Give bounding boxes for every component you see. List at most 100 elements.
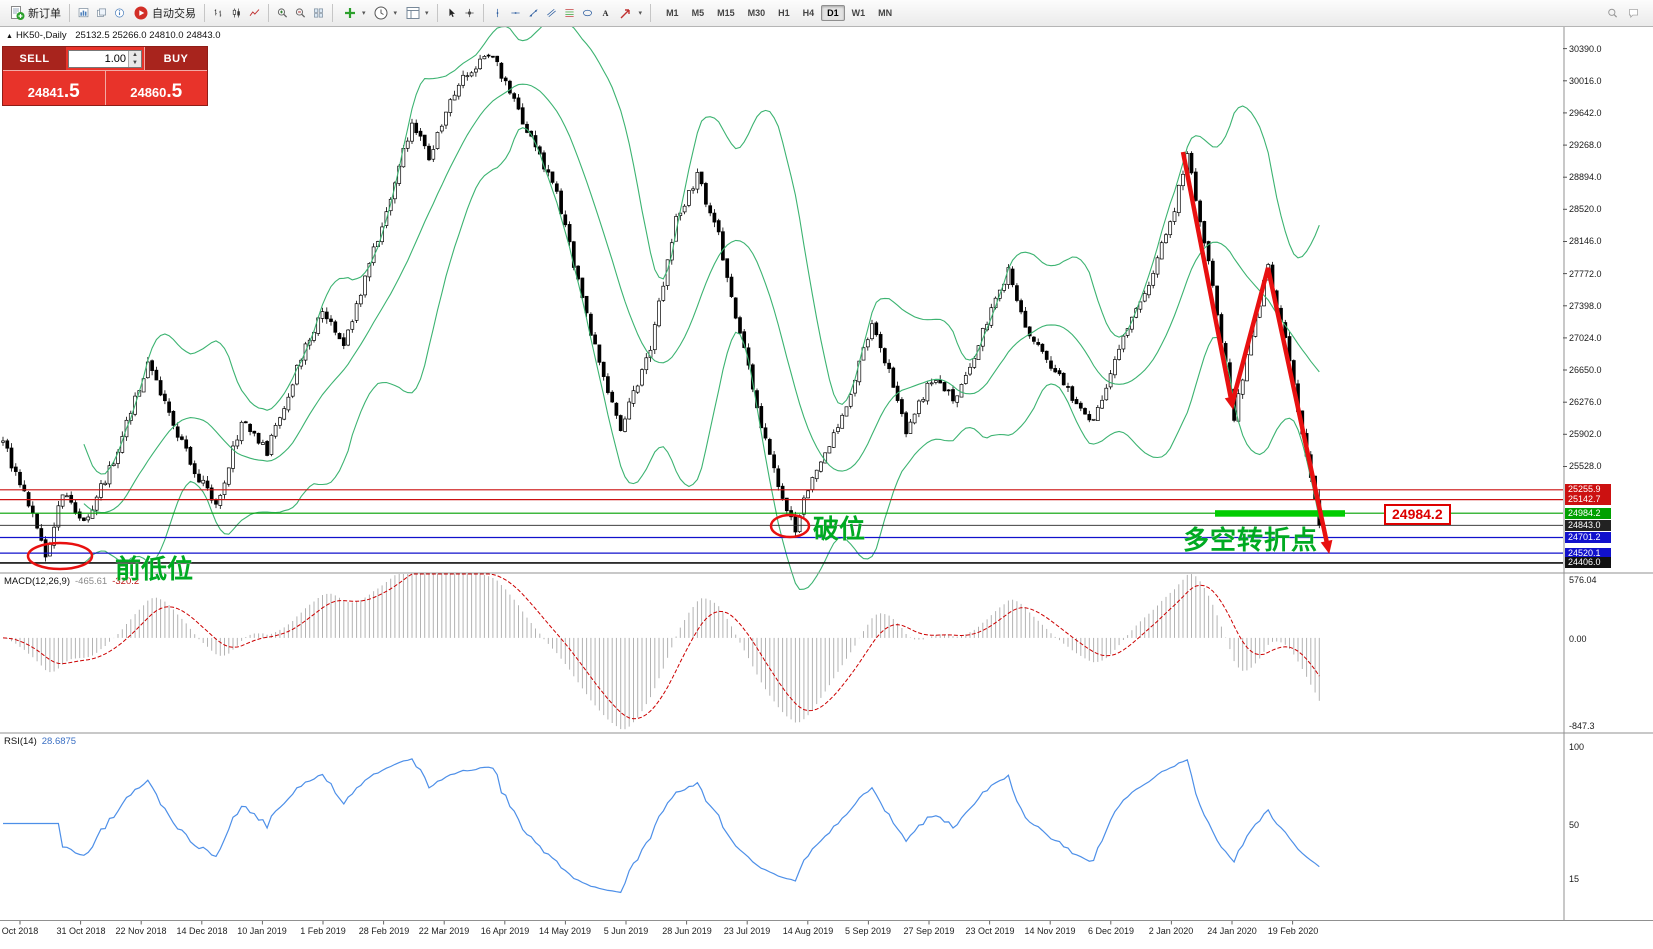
zoom-in-icon[interactable] bbox=[274, 5, 291, 21]
date-label[interactable]: 23 Oct 2019 bbox=[965, 926, 1015, 936]
date-label[interactable]: 14 May 2019 bbox=[538, 926, 592, 936]
crosshair-icon[interactable] bbox=[461, 5, 478, 21]
separator bbox=[69, 4, 70, 22]
timeframe-m15[interactable]: M15 bbox=[717, 8, 735, 18]
separator bbox=[332, 4, 333, 22]
date-label[interactable]: 10 Jan 2019 bbox=[237, 926, 287, 936]
price-axis-tick: 26650.0 bbox=[1569, 365, 1602, 375]
date-label[interactable]: 24 Jan 2020 bbox=[1207, 926, 1257, 936]
stepper-up-icon[interactable]: ▲ bbox=[129, 50, 141, 59]
timeframe-m5[interactable]: M5 bbox=[691, 8, 705, 18]
timeframe-m1[interactable]: M1 bbox=[666, 8, 679, 18]
zoom-out-icon[interactable] bbox=[292, 5, 309, 21]
candlestick-type-icon[interactable] bbox=[228, 5, 245, 21]
trend-arrow-down[interactable] bbox=[1180, 151, 1237, 410]
price-callout: 24984.2 bbox=[1384, 504, 1451, 525]
timeframe-w1[interactable]: W1 bbox=[851, 8, 866, 18]
timeframe-mn[interactable]: MN bbox=[878, 8, 893, 18]
auto-trading-button[interactable]: 自动交易 bbox=[129, 3, 199, 23]
macd-label: MACD(12,26,9) -465.61 -320.2 bbox=[4, 576, 139, 587]
date-label[interactable]: 14 Dec 2018 bbox=[176, 926, 228, 936]
timeframe-d1[interactable]: D1 bbox=[821, 5, 845, 21]
price-axis-tick: 30016.0 bbox=[1569, 76, 1602, 86]
search-icon[interactable] bbox=[1604, 5, 1621, 21]
bollinger-band bbox=[83, 127, 1320, 590]
buy-button[interactable]: BUY bbox=[144, 47, 207, 70]
bar-chart-type-icon[interactable] bbox=[210, 5, 227, 21]
date-label[interactable]: 23 Jul 2019 bbox=[723, 926, 771, 936]
trend-arrow-zigzag[interactable] bbox=[1229, 267, 1333, 554]
highlight-ellipse-prev-low[interactable] bbox=[26, 541, 94, 571]
date-label[interactable]: 16 Apr 2019 bbox=[480, 926, 530, 936]
date-label[interactable]: 22 Mar 2019 bbox=[418, 926, 470, 936]
price-axis-tick: 25528.0 bbox=[1569, 461, 1602, 471]
vertical-line-tool-icon[interactable] bbox=[489, 5, 506, 21]
date-label[interactable]: 5 Jun 2019 bbox=[603, 926, 649, 936]
svg-text:A: A bbox=[602, 9, 608, 18]
template-button[interactable]: ▾ bbox=[401, 3, 432, 23]
bollinger-band bbox=[83, 83, 1320, 514]
sell-button[interactable]: SELL bbox=[3, 47, 66, 70]
symbol-marker-icon: ▲ bbox=[6, 33, 13, 40]
trendline-tool-icon[interactable] bbox=[525, 5, 542, 21]
horizontal-line-tool-icon[interactable] bbox=[507, 5, 524, 21]
profiles-icon[interactable] bbox=[93, 5, 110, 21]
buy-price[interactable]: 24860.5 bbox=[104, 71, 208, 105]
price-axis-tick: 27398.0 bbox=[1569, 301, 1602, 311]
date-label[interactable]: 22 Nov 2018 bbox=[115, 926, 167, 936]
arrow-tool-icon bbox=[618, 5, 635, 21]
add-indicator-icon bbox=[341, 5, 358, 21]
timeframe-h1[interactable]: H1 bbox=[778, 8, 790, 18]
auto-trading-icon bbox=[132, 5, 149, 21]
macd-value-signal: -320.2 bbox=[112, 576, 140, 587]
price-axis-tick: 25902.0 bbox=[1569, 429, 1602, 439]
arrows-tool-button[interactable]: ▾ bbox=[615, 3, 646, 23]
volume-input[interactable]: 1.00 ▲ ▼ bbox=[68, 49, 142, 68]
date-label[interactable]: Oct 2018 bbox=[1, 926, 39, 936]
data-window-icon[interactable] bbox=[111, 5, 128, 21]
main-toolbar: 新订单 自动交易 bbox=[0, 0, 1653, 27]
date-label[interactable]: 28 Jun 2019 bbox=[662, 926, 712, 936]
tile-windows-icon[interactable] bbox=[310, 5, 327, 21]
date-label[interactable]: 19 Feb 2020 bbox=[1267, 926, 1319, 936]
dropdown-caret-icon: ▾ bbox=[362, 10, 366, 17]
sell-price-main: 24841 bbox=[27, 85, 64, 101]
date-label[interactable]: 2 Jan 2020 bbox=[1148, 926, 1194, 936]
date-label[interactable]: 28 Feb 2019 bbox=[358, 926, 410, 936]
support-zone-bar[interactable] bbox=[1215, 510, 1345, 517]
text-tool-icon[interactable]: A bbox=[597, 5, 614, 21]
volume-stepper[interactable]: ▲ ▼ bbox=[128, 50, 141, 67]
timeframe-h4[interactable]: H4 bbox=[802, 8, 815, 18]
fibonacci-tool-icon[interactable] bbox=[561, 5, 578, 21]
feedback-icon[interactable] bbox=[1625, 5, 1642, 21]
period-button[interactable]: ▾ bbox=[370, 3, 401, 23]
highlight-ellipse-breakdown[interactable] bbox=[769, 513, 811, 539]
date-label[interactable]: 5 Sep 2019 bbox=[844, 926, 892, 936]
cursor-icon[interactable] bbox=[443, 5, 460, 21]
date-label[interactable]: 14 Aug 2019 bbox=[782, 926, 834, 936]
date-label[interactable]: 31 Oct 2018 bbox=[56, 926, 106, 936]
price-line-label: 25142.7 bbox=[1565, 494, 1611, 505]
new-order-button[interactable]: 新订单 bbox=[5, 3, 64, 23]
stepper-down-icon[interactable]: ▼ bbox=[129, 58, 141, 67]
dropdown-caret-icon: ▾ bbox=[425, 10, 429, 17]
channel-tool-icon[interactable] bbox=[543, 5, 560, 21]
date-label[interactable]: 27 Sep 2019 bbox=[903, 926, 955, 936]
macd-value-main: -465.61 bbox=[75, 576, 108, 587]
date-label[interactable]: 14 Nov 2019 bbox=[1024, 926, 1076, 936]
date-label[interactable]: 6 Dec 2019 bbox=[1087, 926, 1135, 936]
ellipse-tool-icon[interactable] bbox=[579, 5, 596, 21]
timeframe-group: M1 M5 M15 M30 H1 H4 D1 W1 MN bbox=[660, 5, 898, 21]
macd-axis-label: -847.3 bbox=[1569, 721, 1595, 731]
date-label[interactable]: 1 Feb 2019 bbox=[300, 926, 346, 936]
sell-price[interactable]: 24841.5 bbox=[3, 71, 105, 105]
add-indicator-button[interactable]: ▾ bbox=[338, 3, 369, 23]
rsi-line bbox=[3, 758, 1320, 894]
buy-price-frac: .5 bbox=[166, 81, 183, 102]
line-chart-type-icon[interactable] bbox=[246, 5, 263, 21]
timeframe-m30[interactable]: M30 bbox=[747, 8, 766, 18]
price-line-label: 24984.2 bbox=[1565, 508, 1611, 519]
chart-window-icon[interactable] bbox=[75, 5, 92, 21]
new-order-label: 新订单 bbox=[28, 8, 61, 20]
